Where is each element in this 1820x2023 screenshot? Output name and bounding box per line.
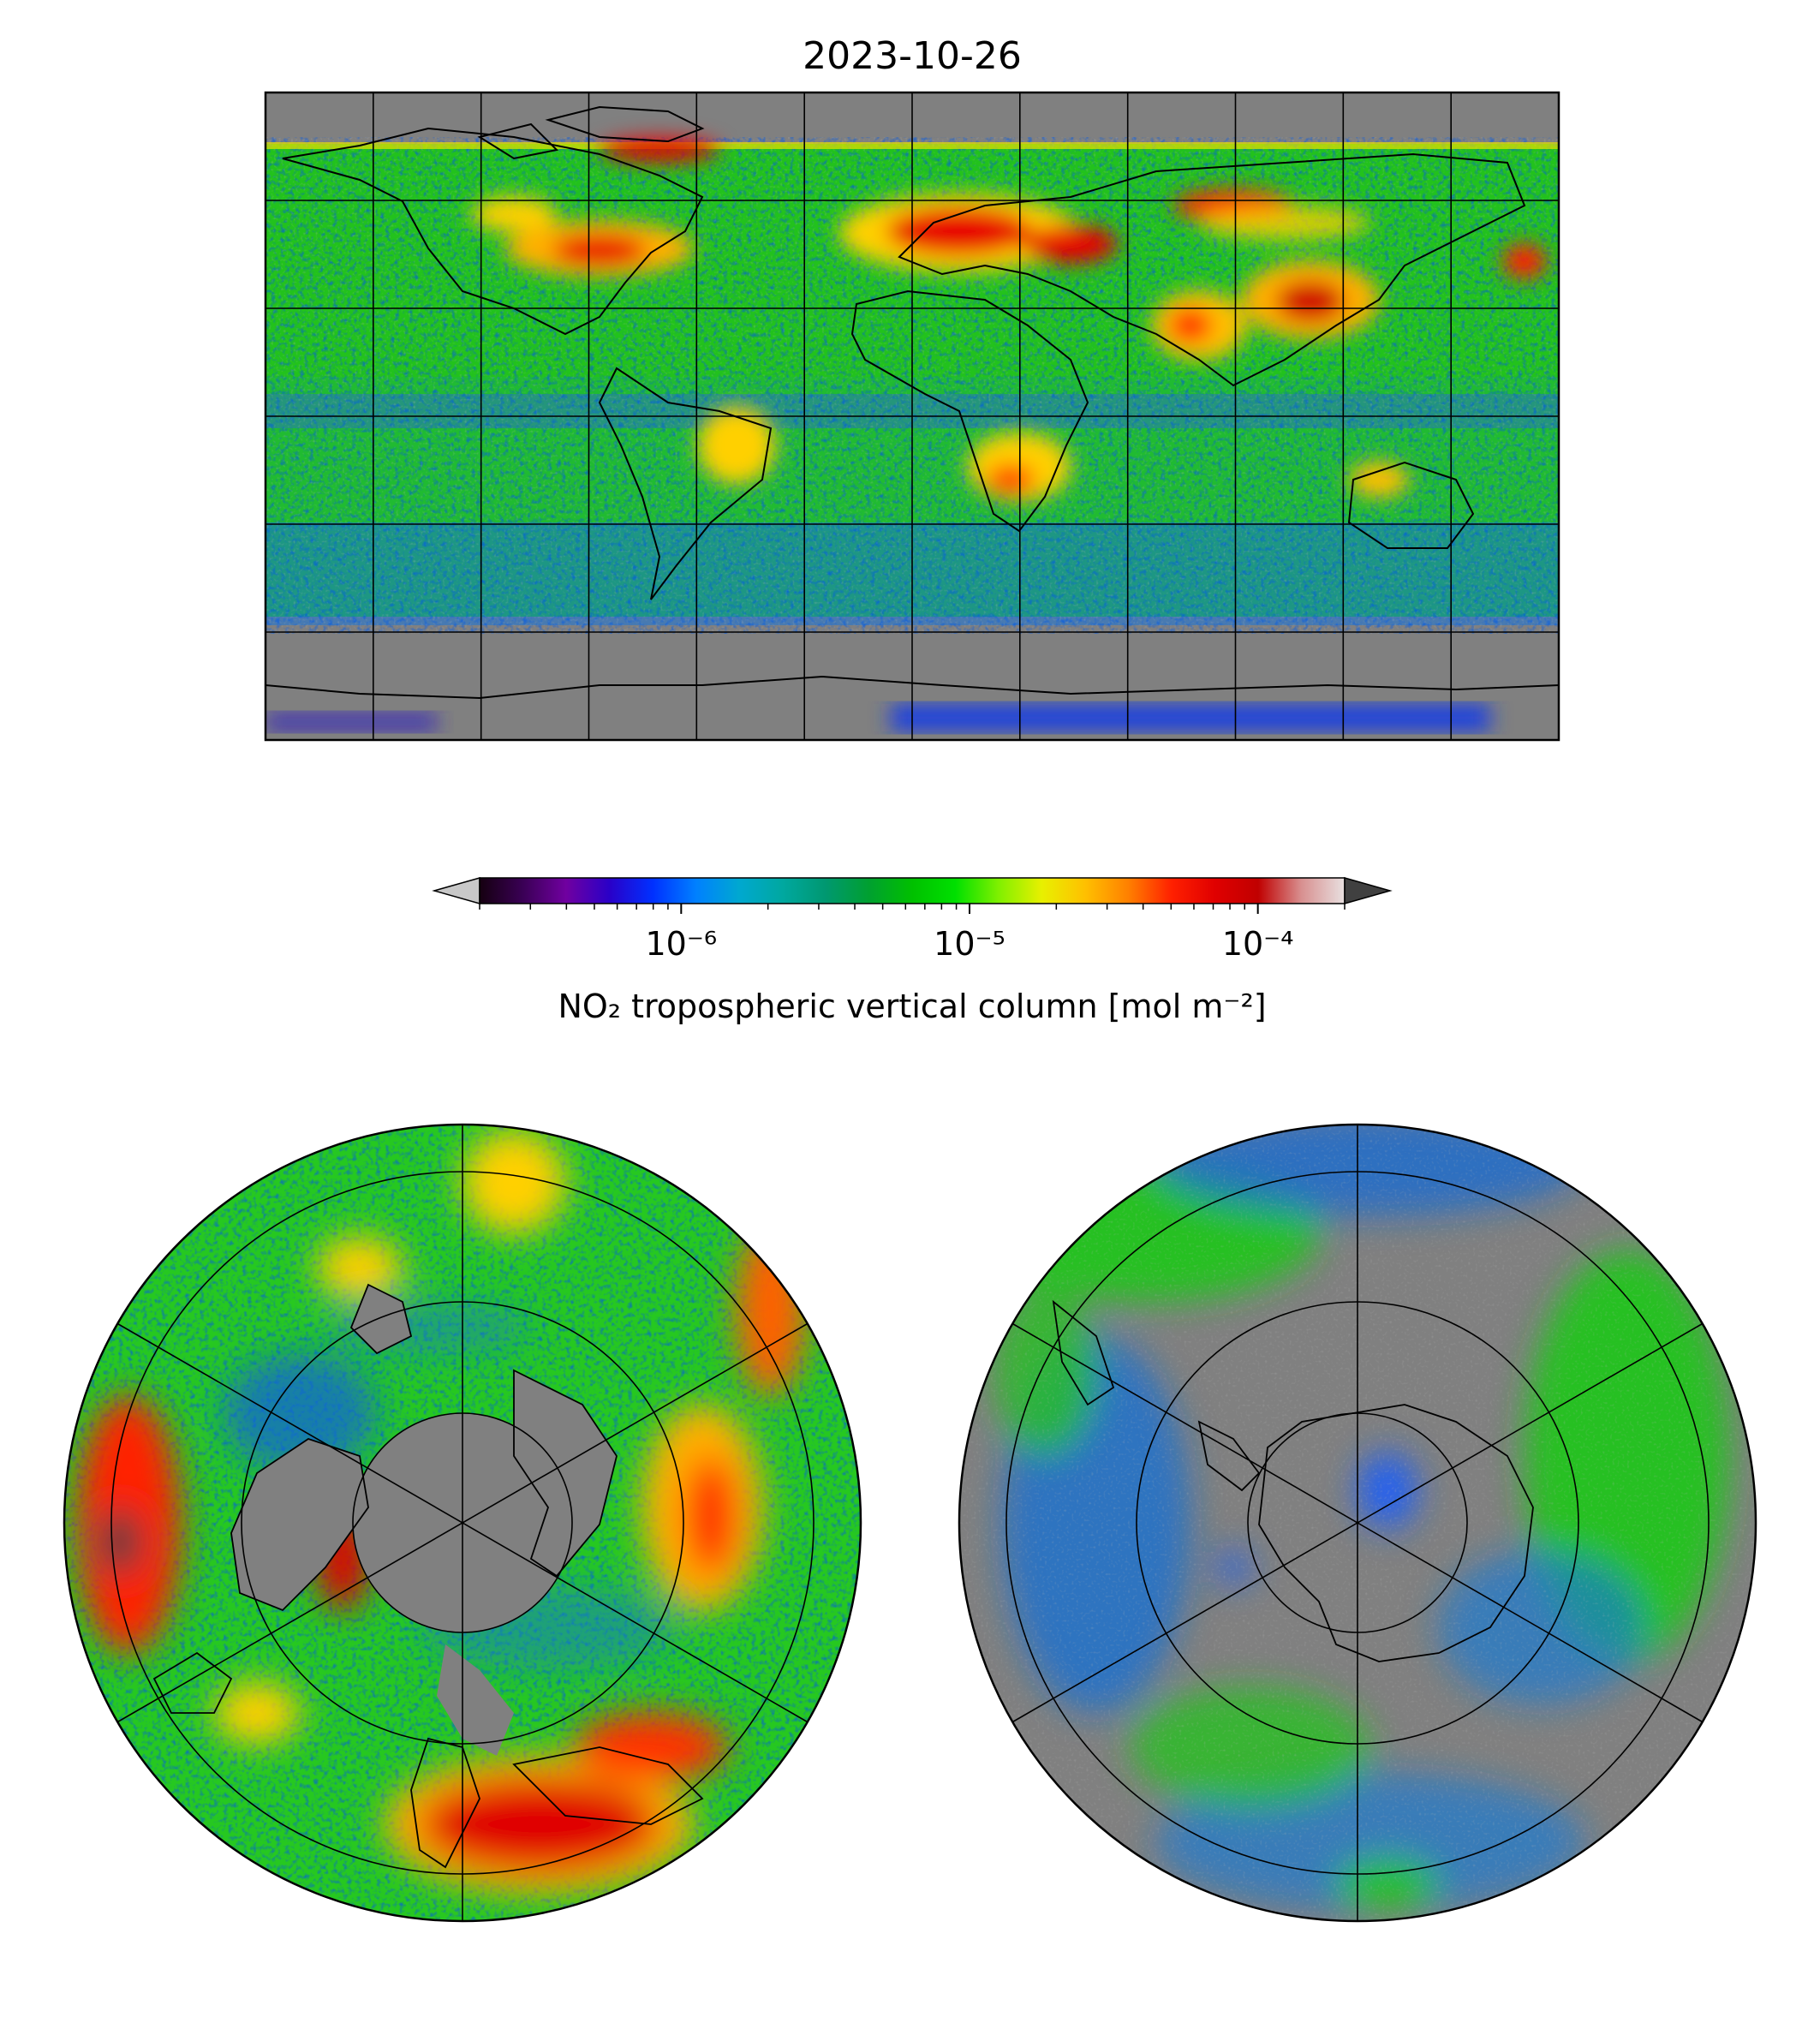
global-map-panel — [264, 91, 1560, 742]
colorbar-label: NO₂ tropospheric vertical column [mol m⁻… — [558, 988, 1266, 1025]
np-land-masses — [231, 1285, 617, 1756]
graticule-global — [266, 92, 1559, 740]
south-pole-frame — [958, 1123, 1757, 1923]
colorbar-tick-label: 10⁻⁴ — [1222, 925, 1294, 963]
antarctic-low-band — [891, 704, 1490, 731]
colorbar-tick-label: 10⁻⁶ — [645, 925, 717, 963]
colorbar-gradient — [479, 877, 1346, 904]
colorbar-minor-ticks — [479, 904, 1346, 910]
south-pole-panel — [958, 1123, 1757, 1923]
np-hotspots — [77, 1131, 805, 1893]
hotspots-global — [471, 138, 1546, 501]
antarctic-low-band-west — [266, 713, 437, 731]
global-map-frame — [264, 91, 1560, 742]
north-pole-frame — [63, 1123, 862, 1923]
np-graticule — [110, 1125, 815, 1921]
colorbar-tick-label: 10⁻⁵ — [934, 925, 1005, 963]
colorbar-under-extension — [432, 877, 480, 904]
colorbar-major-ticks: 10⁻⁶ 10⁻⁵ 10⁻⁴ — [645, 904, 1293, 963]
sp-graticule — [1005, 1125, 1710, 1921]
figure-title: 2023-10-26 — [803, 34, 1022, 78]
colorbar-over-extension — [1344, 877, 1393, 904]
np-coastlines — [152, 1283, 704, 1869]
north-pole-panel — [63, 1123, 862, 1923]
colorbar: 10⁻⁶ 10⁻⁵ 10⁻⁴ NO₂ tropospheric vertical c… — [432, 877, 1393, 1025]
